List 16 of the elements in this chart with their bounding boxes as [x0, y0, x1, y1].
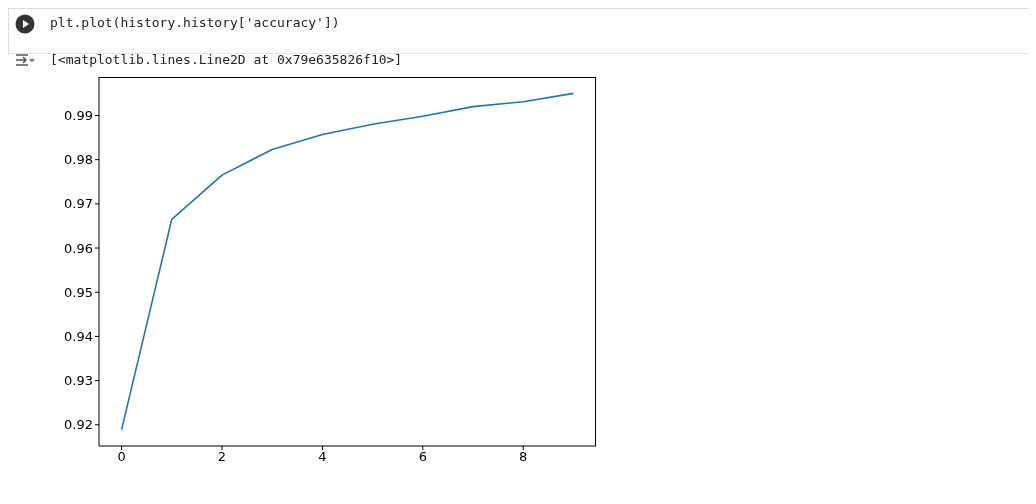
y-tick-label: 0.94: [64, 329, 93, 345]
x-tick-label: 8: [519, 449, 528, 465]
y-tick-label: 0.95: [64, 284, 93, 300]
x-tick-label: 6: [418, 449, 427, 465]
x-tick-label: 0: [117, 449, 126, 465]
y-tick-label: 0.93: [64, 373, 93, 389]
y-tick-label: 0.96: [64, 240, 93, 256]
y-tick-label: 0.92: [64, 417, 93, 433]
text: plt.plot(history.history['accuracy']): [50, 15, 340, 30]
y-tick-label: 0.99: [64, 108, 93, 124]
x-tick-label: 4: [318, 449, 327, 465]
line-series: [120, 92, 575, 431]
text: [<matplotlib.lines.Line2D at 0x79e635826f10>]: [50, 52, 403, 67]
y-tick-label: 0.98: [64, 152, 93, 168]
x-tick-label: 2: [217, 449, 227, 465]
y-tick-label: 0.97: [64, 196, 93, 212]
